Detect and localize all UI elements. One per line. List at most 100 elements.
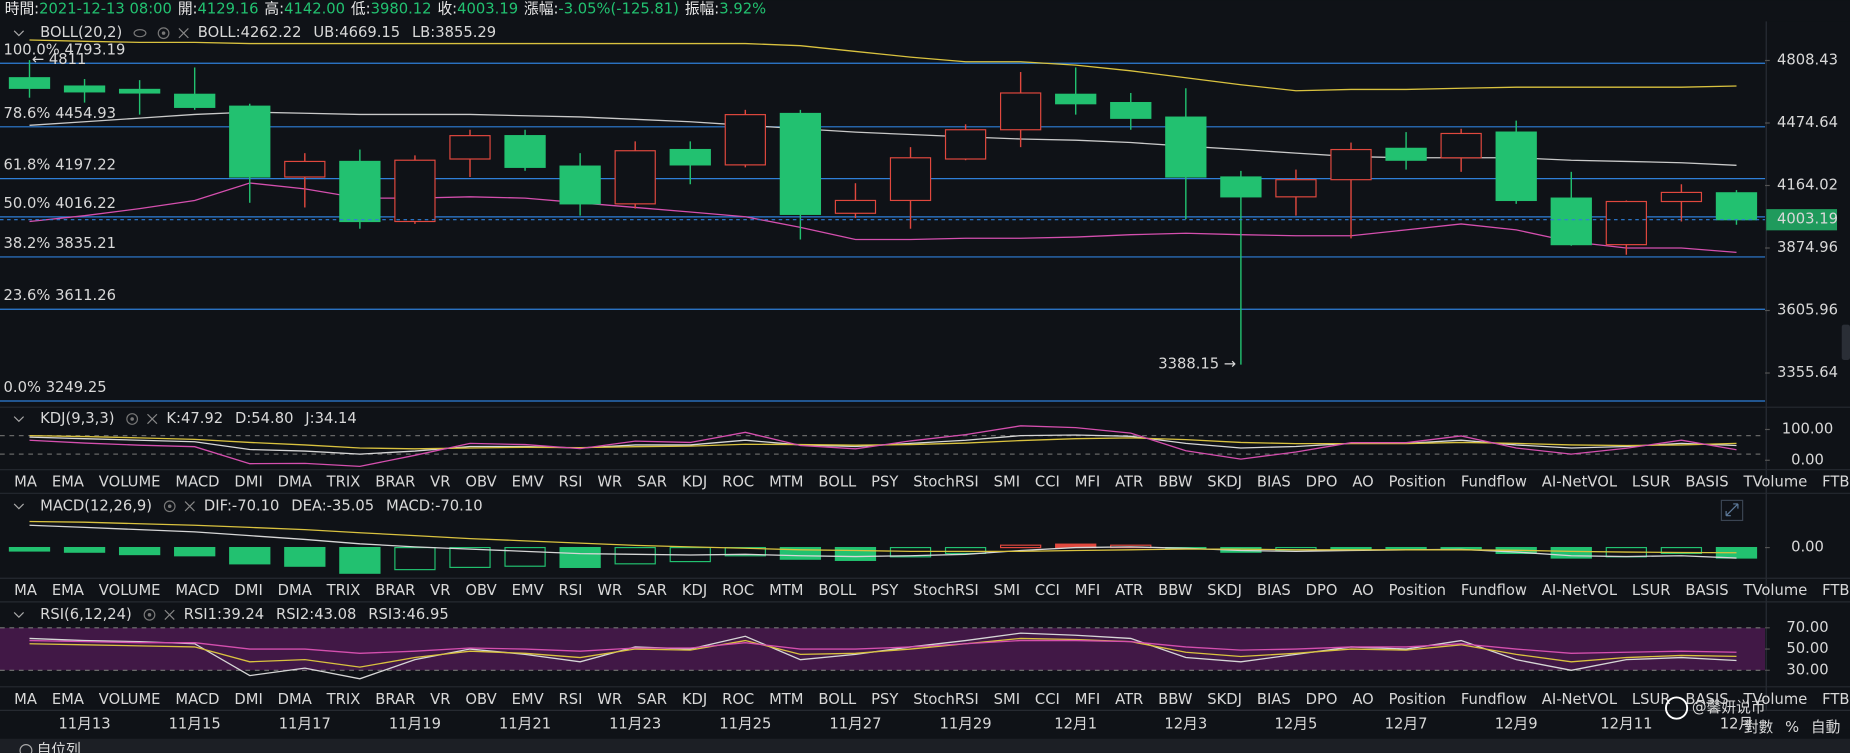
indicator-tab[interactable]: MACD — [175, 474, 219, 491]
indicator-tab[interactable]: OBV — [465, 691, 496, 708]
indicator-tab[interactable]: PSY — [871, 691, 899, 708]
indicator-tab[interactable]: VR — [430, 582, 450, 599]
indicator-tab[interactable]: KDJ — [682, 691, 707, 708]
indicator-tab[interactable]: BRAR — [375, 691, 415, 708]
indicator-tab[interactable]: BASIS — [1685, 474, 1728, 491]
indicator-tab[interactable]: EMA — [52, 582, 84, 599]
indicator-tab[interactable]: EMA — [52, 691, 84, 708]
indicator-tab[interactable]: BBW — [1158, 474, 1193, 491]
indicator-tab[interactable]: SAR — [637, 691, 667, 708]
indicator-tab[interactable]: TRIX — [326, 474, 361, 491]
indicator-tab[interactable]: WR — [597, 691, 622, 708]
indicator-tab[interactable]: EMV — [512, 582, 544, 599]
indicator-tab[interactable]: VOLUME — [99, 691, 161, 708]
indicator-tab[interactable]: BOLL — [818, 582, 857, 599]
indicator-tab[interactable]: MA — [14, 474, 37, 491]
close-icon[interactable] — [147, 413, 158, 425]
indicator-tab[interactable]: AI-NetVOL — [1542, 474, 1618, 491]
indicator-tab[interactable]: Position — [1389, 582, 1446, 599]
indicator-tab[interactable]: CCI — [1035, 474, 1060, 491]
indicator-tab[interactable]: AO — [1352, 474, 1373, 491]
indicator-tab[interactable]: ROC — [722, 691, 754, 708]
indicator-tab[interactable]: CCI — [1035, 691, 1060, 708]
indicator-tab[interactable]: EMA — [52, 474, 84, 491]
indicator-tab[interactable]: ROC — [722, 474, 754, 491]
close-icon[interactable] — [164, 609, 175, 620]
indicator-tab[interactable]: CCI — [1035, 582, 1060, 599]
indicator-tab[interactable]: Fundflow — [1461, 691, 1527, 708]
settings-icon[interactable] — [157, 27, 170, 40]
indicator-tab[interactable]: SKDJ — [1207, 474, 1242, 491]
indicator-tab[interactable]: BIAS — [1257, 582, 1291, 599]
indicator-tab[interactable]: ATR — [1115, 691, 1143, 708]
indicator-tab[interactable]: SAR — [637, 582, 667, 599]
indicator-tab[interactable]: BBW — [1158, 582, 1193, 599]
indicator-tab[interactable]: OBV — [465, 582, 496, 599]
indicator-tab[interactable]: TVolume — [1742, 582, 1807, 599]
indicator-tab[interactable]: SKDJ — [1207, 582, 1242, 599]
indicator-tab[interactable]: DMI — [234, 691, 262, 708]
indicator-tab[interactable]: MA — [14, 582, 37, 599]
indicator-tab[interactable]: OBV — [465, 474, 496, 491]
indicator-tab[interactable]: StochRSI — [913, 582, 979, 599]
indicator-tab[interactable]: FTBS — [1822, 474, 1850, 491]
indicator-tab[interactable]: DMA — [278, 474, 312, 491]
indicator-tab[interactable]: BRAR — [375, 582, 415, 599]
indicator-tab[interactable]: Position — [1389, 691, 1446, 708]
indicator-tab[interactable]: AO — [1352, 582, 1373, 599]
indicator-tab[interactable]: KDJ — [682, 582, 707, 599]
indicator-tab[interactable]: AI-NetVOL — [1542, 691, 1618, 708]
indicator-tab[interactable]: LSUR — [1632, 582, 1671, 599]
indicator-tab[interactable]: BASIS — [1685, 691, 1728, 708]
expand-icon[interactable] — [1720, 499, 1744, 522]
indicator-tab[interactable]: MA — [14, 691, 37, 708]
indicator-tab[interactable]: EMV — [512, 474, 544, 491]
indicator-tab[interactable]: PSY — [871, 474, 899, 491]
indicator-tab[interactable]: BASIS — [1685, 582, 1728, 599]
indicator-tab[interactable]: WR — [597, 582, 622, 599]
indicator-tab[interactable]: MFI — [1075, 691, 1101, 708]
indicator-tab[interactable]: DMA — [278, 691, 312, 708]
indicator-tab[interactable]: DMA — [278, 582, 312, 599]
settings-icon[interactable] — [143, 608, 156, 621]
indicator-tab[interactable]: SAR — [637, 474, 667, 491]
scale-control[interactable]: % — [1785, 719, 1799, 736]
scale-control[interactable]: 自動 — [1811, 719, 1840, 736]
indicator-tab[interactable]: EMV — [512, 691, 544, 708]
indicator-tab[interactable]: BOLL — [818, 474, 857, 491]
indicator-tab[interactable]: BRAR — [375, 474, 415, 491]
indicator-tab[interactable]: MFI — [1075, 474, 1101, 491]
indicator-tab[interactable]: DMI — [234, 582, 262, 599]
eye-icon[interactable] — [133, 29, 147, 38]
indicator-tab[interactable]: DPO — [1306, 474, 1338, 491]
indicator-tab[interactable]: StochRSI — [913, 474, 979, 491]
indicator-tab[interactable]: AI-NetVOL — [1542, 582, 1618, 599]
indicator-tab[interactable]: SMI — [994, 691, 1020, 708]
indicator-tab[interactable]: BBW — [1158, 691, 1193, 708]
indicator-tab[interactable]: TVolume — [1742, 474, 1807, 491]
indicator-tab[interactable]: MFI — [1075, 582, 1101, 599]
side-handle[interactable] — [1841, 324, 1850, 360]
indicator-tab[interactable]: SKDJ — [1207, 691, 1242, 708]
indicator-tab[interactable]: LSUR — [1632, 474, 1671, 491]
indicator-tab[interactable]: BIAS — [1257, 474, 1291, 491]
indicator-tab[interactable]: SMI — [994, 474, 1020, 491]
indicator-tab[interactable]: MTM — [769, 474, 803, 491]
indicator-tab[interactable]: DPO — [1306, 691, 1338, 708]
indicator-tab[interactable]: StochRSI — [913, 691, 979, 708]
indicator-tab[interactable]: BOLL — [818, 691, 857, 708]
close-icon[interactable] — [184, 501, 195, 512]
indicator-tab[interactable]: Fundflow — [1461, 582, 1527, 599]
indicator-tab[interactable]: VR — [430, 474, 450, 491]
indicator-tab[interactable]: RSI — [559, 582, 583, 599]
indicator-tab[interactable]: FTBS — [1822, 691, 1850, 708]
indicator-tab[interactable]: MACD — [175, 582, 219, 599]
indicator-tab[interactable]: KDJ — [682, 474, 707, 491]
indicator-tab[interactable]: MACD — [175, 691, 219, 708]
indicator-tab[interactable]: TRIX — [326, 582, 361, 599]
indicator-tab[interactable]: PSY — [871, 582, 899, 599]
settings-icon[interactable] — [126, 413, 139, 425]
indicator-tab[interactable]: ATR — [1115, 582, 1143, 599]
indicator-tab[interactable]: MTM — [769, 582, 803, 599]
indicator-tab[interactable]: TRIX — [326, 691, 361, 708]
